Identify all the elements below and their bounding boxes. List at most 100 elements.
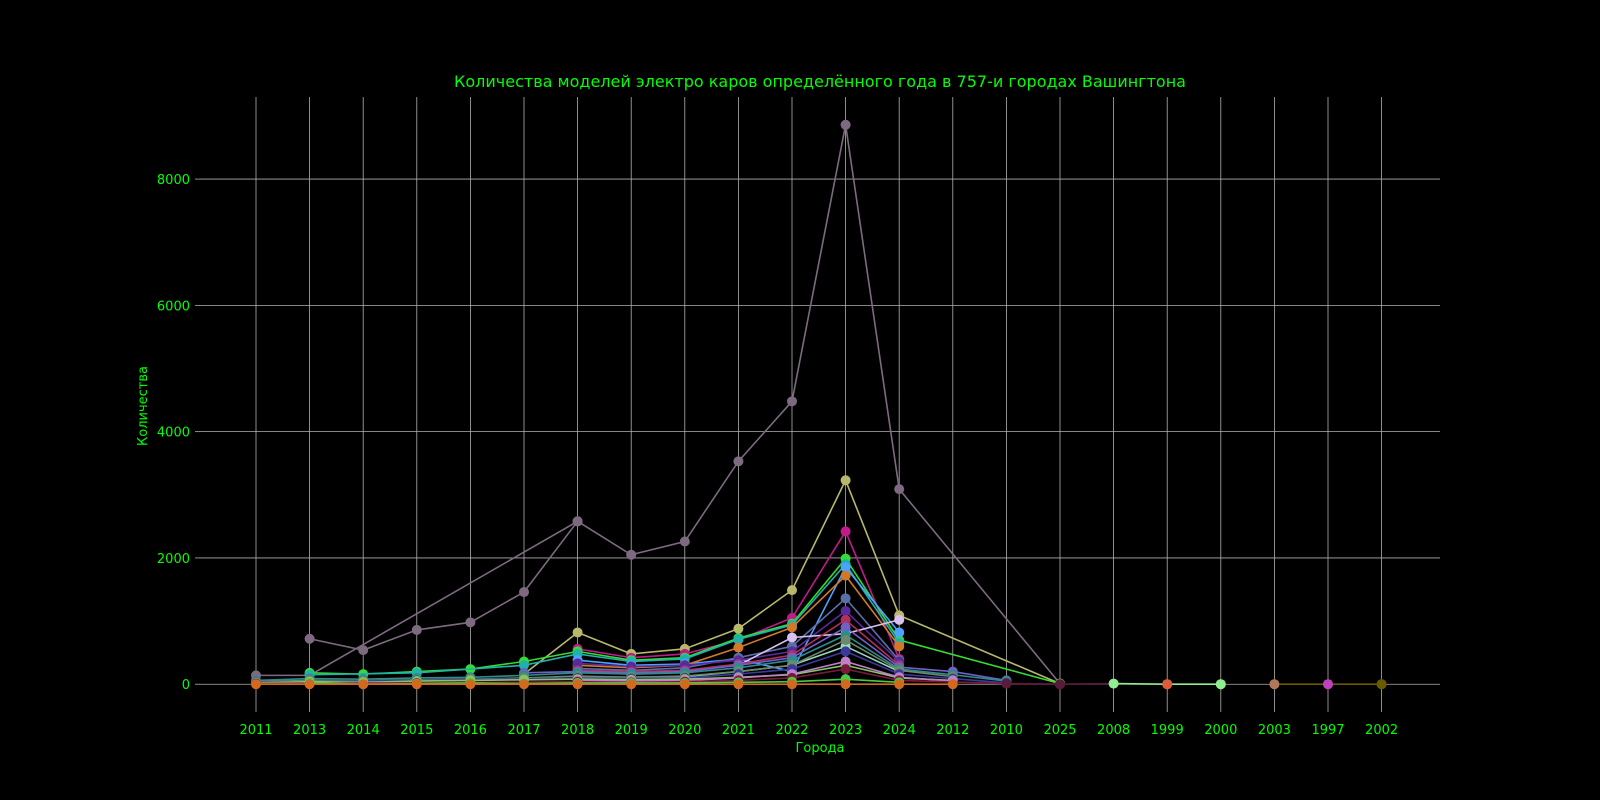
data-point (1215, 679, 1226, 690)
series-line (255, 664, 953, 684)
data-point (894, 627, 905, 638)
series-21 (251, 679, 958, 690)
x-tick-label: 1997 (1311, 723, 1344, 738)
y-tick-label: 8000 (157, 173, 190, 188)
data-point (572, 627, 583, 638)
x-tick-label: 2003 (1258, 723, 1291, 738)
data-point (733, 679, 744, 690)
data-point (840, 119, 851, 130)
data-point (1055, 679, 1065, 690)
x-tick-label: 2002 (1365, 723, 1398, 738)
data-point (626, 679, 637, 690)
data-point (840, 570, 851, 581)
data-point (1269, 679, 1280, 690)
axis-ticks: 2011 2013 2014 2015 2016 2017 2018 2019 2020 2021… (157, 173, 1398, 738)
chart-title: Количества моделей электро каров определ… (454, 72, 1186, 91)
data-point (465, 679, 476, 690)
x-tick-label: 2013 (293, 723, 326, 738)
data-point (894, 641, 905, 652)
x-tick-label: 2018 (561, 723, 594, 738)
data-point (840, 635, 851, 646)
x-tick-label: 2011 (239, 723, 272, 738)
y-tick-label: 0 (182, 678, 190, 693)
x-tick-label: 2010 (990, 723, 1023, 738)
data-point (840, 656, 851, 667)
y-tick-label: 4000 (157, 426, 190, 441)
data-point (1108, 678, 1119, 689)
data-point (679, 679, 690, 690)
data-point (840, 614, 851, 625)
x-tick-label: 2012 (936, 723, 969, 738)
x-tick-label: 2020 (668, 723, 701, 738)
data-point (519, 660, 529, 671)
y-tick-label: 2000 (157, 552, 190, 567)
data-point (572, 658, 583, 669)
data-point (679, 536, 690, 547)
data-point (894, 614, 905, 625)
data-point (1162, 679, 1173, 690)
x-tick-label: 2025 (1043, 723, 1076, 738)
data-point (733, 642, 744, 653)
series-line (738, 619, 900, 666)
data-point (519, 587, 529, 598)
series-line (256, 124, 1061, 685)
data-point (840, 646, 851, 657)
x-tick-label: 2008 (1097, 723, 1130, 738)
y-tick-label: 6000 (157, 299, 190, 314)
series-1 (304, 516, 583, 656)
data-point (733, 623, 744, 634)
data-point (840, 622, 851, 633)
data-point (411, 679, 422, 690)
data-point (572, 516, 583, 527)
data-point (947, 679, 958, 690)
data-point (787, 632, 797, 643)
data-point (840, 605, 851, 616)
data-point (465, 617, 476, 628)
x-tick-label: 1999 (1151, 723, 1184, 738)
data-point (787, 396, 797, 407)
x-tick-label: 2000 (1204, 723, 1237, 738)
x-tick-label: 2015 (400, 723, 433, 738)
data-point (1376, 679, 1387, 690)
x-tick-label: 2024 (883, 723, 916, 738)
x-tick-label: 2023 (829, 723, 862, 738)
data-point (894, 679, 905, 690)
x-tick-label: 2021 (722, 723, 755, 738)
x-axis-label: Города (795, 741, 844, 756)
data-point (304, 633, 315, 644)
data-point (733, 634, 744, 645)
series-layer (251, 119, 1387, 690)
x-tick-label: 2022 (775, 723, 808, 738)
data-point (840, 593, 851, 604)
data-point (787, 585, 797, 596)
data-point (840, 664, 851, 675)
x-tick-label: 2019 (615, 723, 648, 738)
data-point (358, 679, 369, 690)
data-point (411, 624, 422, 635)
y-axis-label: Количества (136, 366, 151, 446)
data-point (572, 679, 583, 690)
series-line (309, 520, 579, 651)
x-tick-label: 2017 (507, 723, 540, 738)
data-point (840, 475, 851, 486)
data-point (840, 679, 851, 690)
data-point (304, 679, 315, 690)
data-point (358, 645, 369, 656)
x-tick-label: 2016 (454, 723, 487, 738)
series-line (523, 626, 1007, 682)
x-tick-label: 2014 (347, 723, 380, 738)
data-point (787, 622, 797, 633)
data-point (626, 549, 637, 560)
data-point (894, 484, 905, 495)
data-point (733, 456, 744, 467)
data-point (787, 679, 797, 690)
series-line (309, 562, 900, 676)
data-point (251, 679, 261, 690)
grid (200, 97, 1440, 712)
data-point (1323, 679, 1333, 690)
data-point (1001, 678, 1012, 689)
data-point (840, 526, 851, 537)
data-point (840, 562, 851, 573)
